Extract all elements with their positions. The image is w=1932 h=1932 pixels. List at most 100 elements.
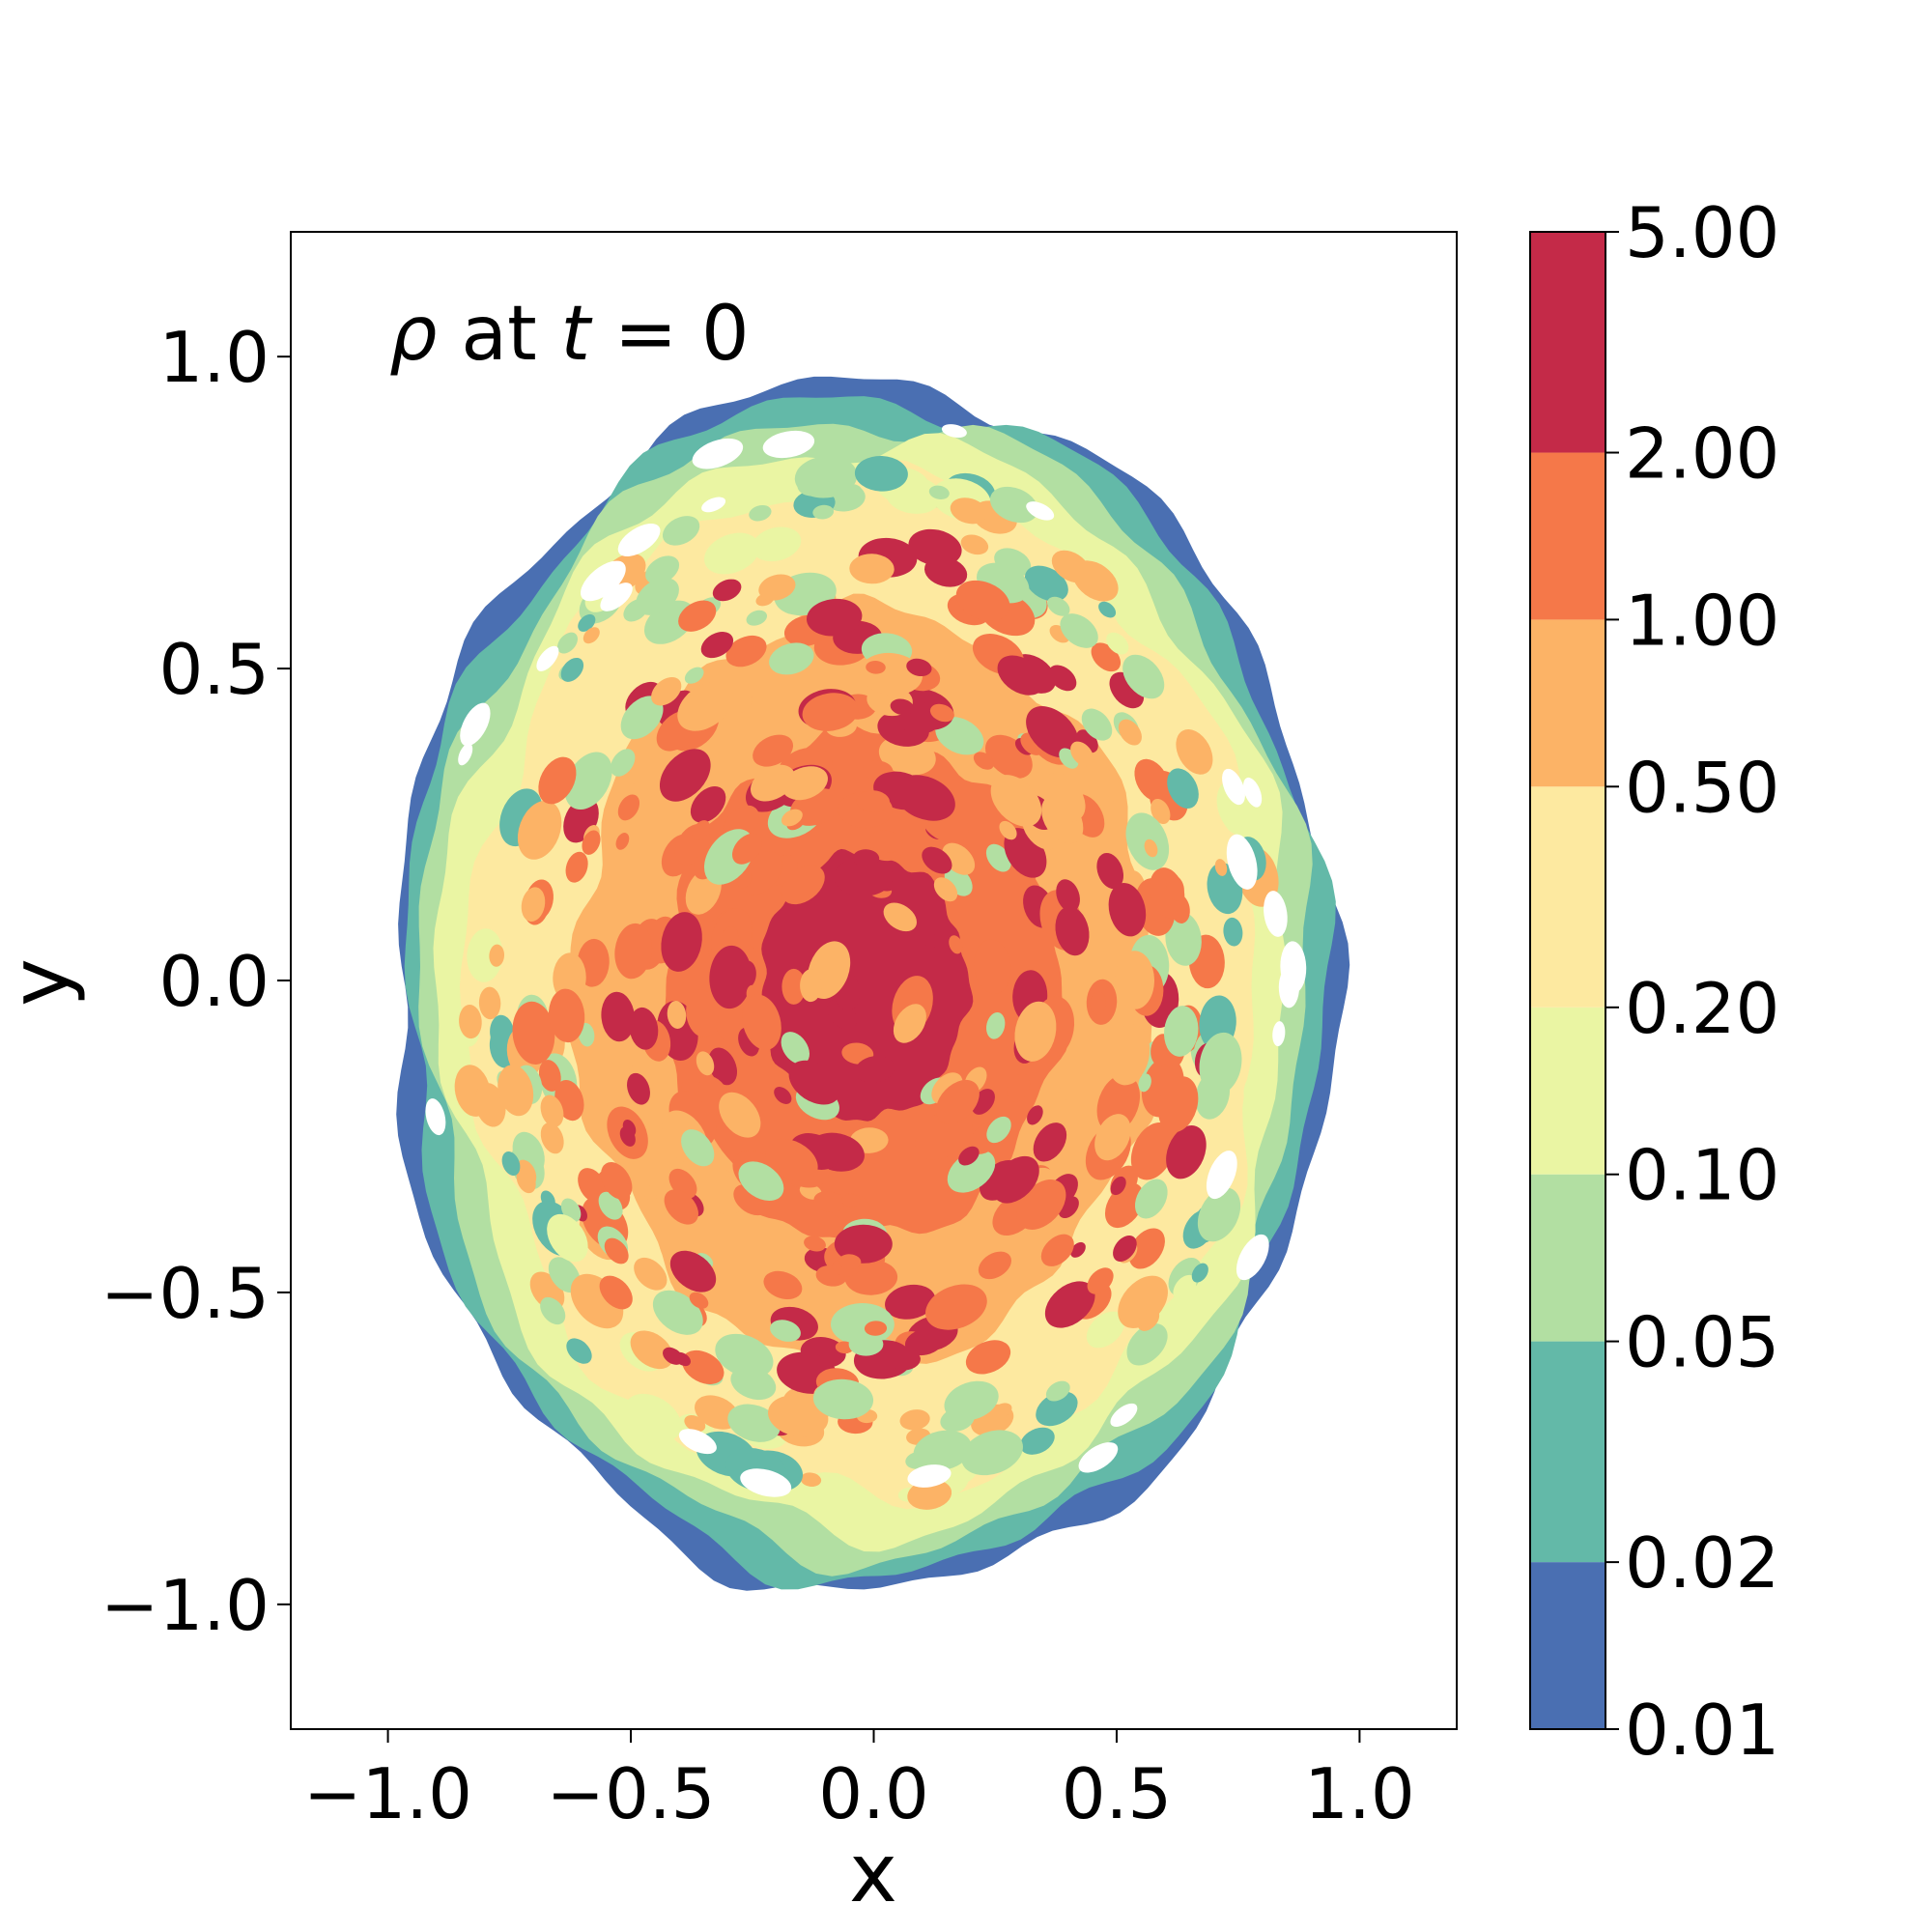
x-tick-label: −0.5: [547, 1753, 716, 1834]
density-clump: [927, 892, 943, 908]
density-clump: [725, 635, 767, 668]
density-clump: [1128, 1228, 1165, 1269]
y-tick-label: 0.5: [158, 629, 270, 710]
density-clump: [933, 877, 958, 902]
density-clump: [1199, 1032, 1242, 1095]
density-clump: [634, 1257, 668, 1291]
y-tick-label: −0.5: [100, 1253, 270, 1334]
density-clump: [1055, 906, 1090, 956]
density-clump: [806, 598, 863, 637]
density-clump: [1033, 1122, 1067, 1162]
density-clump: [580, 1076, 608, 1116]
density-hole: [692, 438, 744, 469]
density-clump: [651, 676, 682, 706]
density-clump: [1036, 1391, 1078, 1427]
density-clump: [667, 1001, 687, 1029]
density-clump: [750, 764, 796, 802]
density-clump: [700, 632, 734, 659]
density-clump: [682, 1350, 724, 1384]
x-tick-label: 1.0: [1304, 1753, 1415, 1834]
density-clump: [813, 1191, 844, 1212]
density-clump: [1166, 1125, 1207, 1179]
annotation-value: 0: [701, 291, 750, 378]
density-clump: [1167, 768, 1199, 810]
density-clump: [955, 580, 1010, 621]
density-clump: [852, 849, 880, 867]
density-clump: [614, 923, 653, 980]
x-axis-label: x: [849, 1826, 897, 1920]
density-clump: [838, 1254, 862, 1269]
density-clump: [1047, 596, 1070, 616]
density-hole: [425, 1098, 446, 1136]
density-clump: [949, 935, 963, 954]
x-tick-label: 0.5: [1062, 1753, 1173, 1834]
density-clump: [1134, 758, 1170, 802]
density-clump: [501, 1151, 521, 1177]
density-clump: [864, 1321, 888, 1336]
density-clump: [564, 752, 612, 810]
density-clump: [878, 735, 936, 776]
density-hole: [458, 743, 473, 766]
density-clump: [627, 1072, 650, 1105]
density-clump: [604, 1237, 629, 1264]
density-clump: [1090, 991, 1106, 1015]
density-clump: [1044, 1281, 1095, 1328]
density-clump: [686, 989, 719, 1037]
density-clump: [866, 660, 886, 674]
y-axis-ticks: −1.0 −0.5 0.0 0.5 1.0: [100, 317, 291, 1646]
density-clump: [1106, 632, 1129, 655]
density-clump: [797, 472, 832, 497]
density-clump: [1070, 741, 1094, 767]
density-clump: [521, 887, 546, 923]
density-clump: [906, 658, 932, 677]
density-clump: [662, 516, 700, 546]
density-clump: [774, 1087, 792, 1104]
density-hole: [1243, 777, 1263, 808]
density-clump: [1163, 1006, 1199, 1057]
y-axis-label: y: [0, 958, 87, 1007]
y-tick-label: −1.0: [100, 1565, 270, 1646]
density-clump: [1191, 1263, 1208, 1283]
density-hole: [1226, 834, 1258, 890]
density-clump: [557, 632, 578, 654]
density-clump: [1214, 859, 1228, 876]
density-clump: [958, 1146, 980, 1166]
density-hole: [1222, 768, 1245, 806]
density-clump: [925, 1284, 987, 1330]
density-clump: [986, 1011, 1006, 1039]
density-clump: [1087, 1267, 1114, 1294]
density-clump: [1107, 1024, 1151, 1086]
density-clump: [497, 1065, 534, 1117]
density-clump: [812, 504, 835, 520]
density-clump: [908, 528, 962, 566]
density-clump: [478, 986, 501, 1020]
density-clump: [855, 1056, 895, 1083]
density-clump: [459, 1005, 482, 1039]
density-clump: [1166, 875, 1184, 901]
density-clump: [1115, 951, 1155, 1009]
density-clump: [1048, 665, 1077, 692]
plot-annotation: ρ at t = 0: [389, 291, 750, 378]
density-clump: [961, 1430, 1023, 1476]
density-clump: [620, 696, 664, 740]
density-clump: [690, 786, 726, 823]
density-clump: [645, 555, 680, 584]
density-hole: [460, 702, 491, 747]
density-clump: [1157, 1076, 1199, 1133]
density-clump: [1134, 1179, 1168, 1219]
colorbar-tick-label: 2.00: [1625, 413, 1779, 495]
colorbar-segment: [1530, 1341, 1605, 1563]
density-clump: [666, 1221, 695, 1249]
density-clump: [960, 534, 989, 555]
colorbar-tick-label: 0.05: [1625, 1302, 1779, 1383]
density-clump: [1173, 1274, 1197, 1301]
density-clump: [689, 1292, 709, 1309]
density-clump: [1041, 773, 1086, 822]
density-clump: [548, 988, 585, 1043]
density-clump: [1070, 1241, 1086, 1258]
density-clump: [600, 1162, 633, 1200]
density-clump: [1014, 1001, 1057, 1062]
density-clump: [883, 902, 918, 932]
density-hole: [1236, 1234, 1269, 1281]
density-clump: [990, 775, 1042, 827]
